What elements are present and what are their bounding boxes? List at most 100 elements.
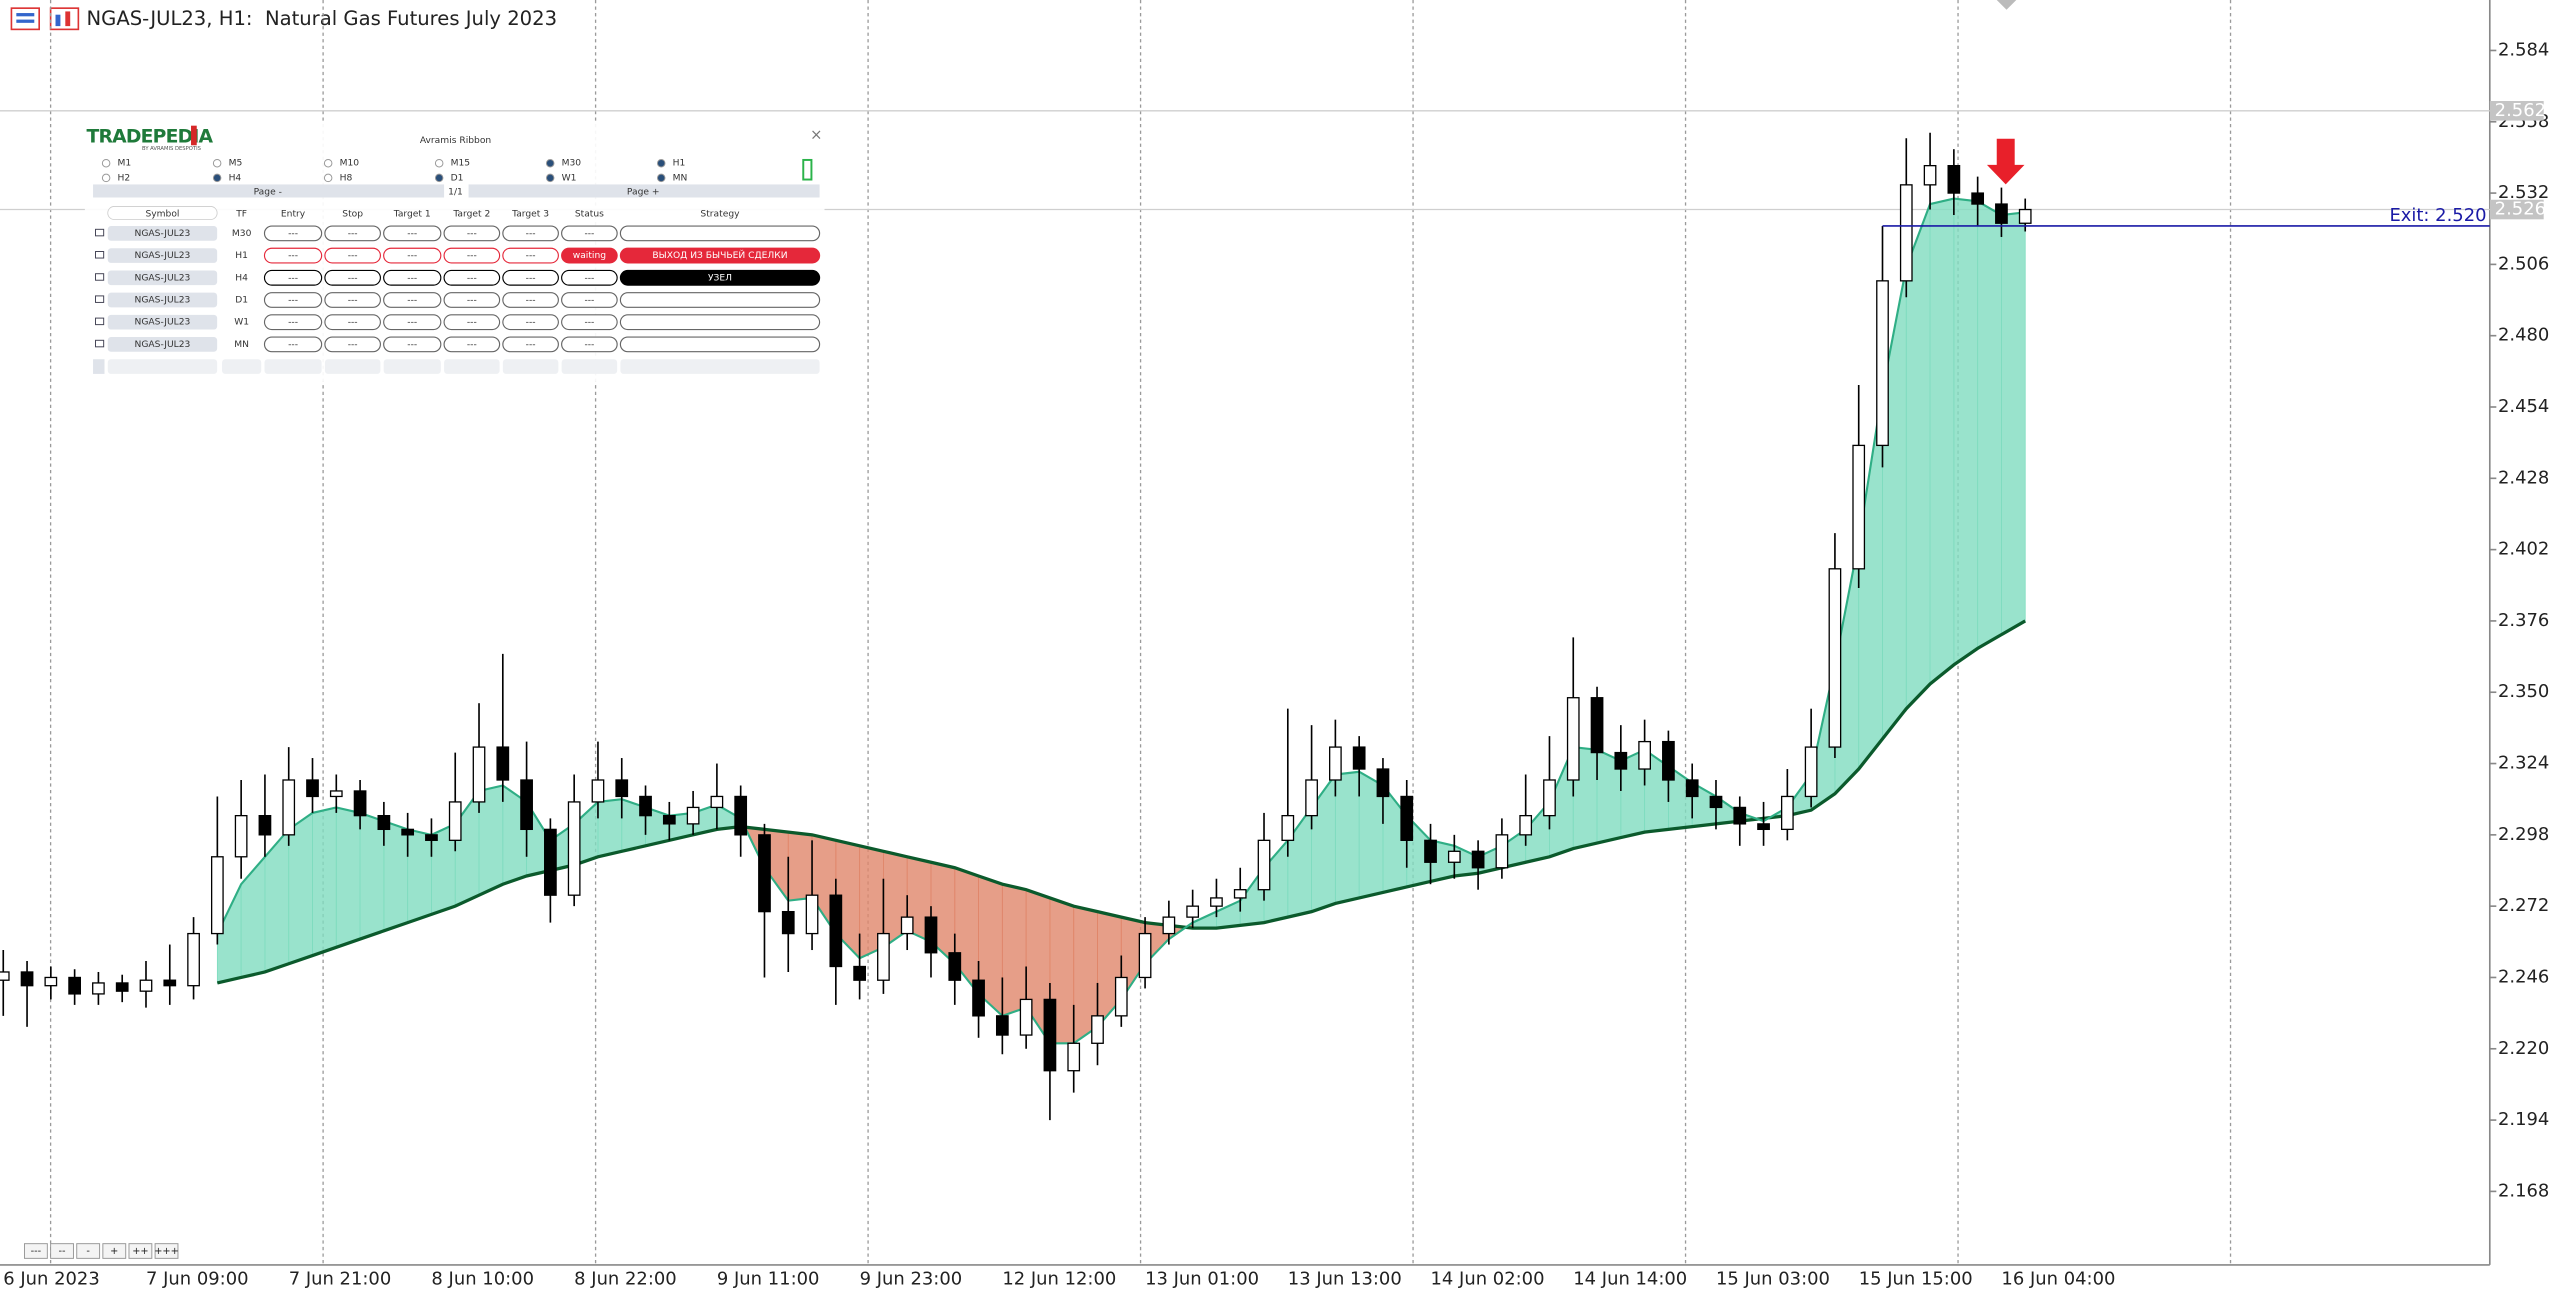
value-cell bbox=[502, 269, 559, 286]
timeframe-label[interactable]: D1 bbox=[451, 173, 464, 183]
timeframe-radio[interactable] bbox=[434, 173, 444, 183]
timeframe-radio[interactable] bbox=[212, 158, 222, 168]
empty-cell bbox=[561, 359, 618, 374]
timeframe-label[interactable]: H2 bbox=[118, 173, 131, 183]
y-tick-label: 2.220 bbox=[2498, 1038, 2549, 1059]
icon[interactable] bbox=[49, 7, 80, 31]
value-cell bbox=[383, 314, 442, 331]
candle-layer bbox=[0, 132, 2032, 1121]
strategy-cell bbox=[619, 314, 821, 331]
zoom-button[interactable] bbox=[154, 1243, 179, 1259]
candle-body bbox=[234, 814, 248, 858]
y-tick-label: 2.376 bbox=[2498, 610, 2549, 631]
panel-logo: TRADEPEDIA bbox=[87, 127, 214, 148]
candle-body bbox=[591, 779, 605, 803]
value-cell bbox=[383, 292, 442, 308]
icon[interactable] bbox=[10, 7, 40, 31]
candle-body bbox=[1186, 905, 1200, 918]
candle-body bbox=[1899, 184, 1913, 282]
row-icon[interactable] bbox=[95, 295, 105, 303]
value-text: --- bbox=[467, 340, 477, 350]
candle-body bbox=[1067, 1042, 1081, 1072]
zoom-button-label[interactable]: +++ bbox=[154, 1246, 179, 1257]
zoom-button[interactable] bbox=[50, 1243, 74, 1259]
value-cell bbox=[502, 292, 559, 308]
timeframe-label[interactable]: H8 bbox=[340, 173, 353, 183]
symbol-cell bbox=[107, 337, 218, 352]
x-tick-label: 16 Jun 04:00 bbox=[2001, 1269, 2115, 1290]
page-prev-label[interactable]: Page - bbox=[254, 187, 282, 197]
value-text: --- bbox=[407, 273, 417, 283]
value-cell bbox=[443, 225, 501, 242]
value-text: --- bbox=[407, 229, 417, 239]
zoom-button[interactable] bbox=[128, 1243, 153, 1259]
timeframe-radio[interactable] bbox=[323, 173, 333, 183]
value-text: --- bbox=[467, 273, 477, 283]
value-cell bbox=[383, 225, 442, 242]
timeframe-radio[interactable] bbox=[101, 158, 111, 168]
y-tick-label: 2.506 bbox=[2498, 253, 2549, 274]
zoom-button-label[interactable]: -- bbox=[59, 1246, 67, 1257]
value-text: --- bbox=[584, 340, 594, 350]
row-icon[interactable] bbox=[95, 273, 105, 281]
timeframe-radio[interactable] bbox=[545, 173, 555, 183]
timeframe-label[interactable]: M30 bbox=[562, 159, 582, 169]
value-text: --- bbox=[288, 295, 298, 305]
panel-close[interactable]: × bbox=[810, 126, 822, 143]
strategy-text: УЗЕЛ bbox=[708, 273, 732, 283]
row-icon[interactable] bbox=[95, 228, 105, 237]
zoom-button-label[interactable]: --- bbox=[31, 1246, 42, 1257]
page-next-button[interactable] bbox=[468, 184, 820, 198]
value-text: --- bbox=[526, 229, 536, 239]
candle-body bbox=[995, 1015, 1009, 1036]
timeframe-label[interactable]: M10 bbox=[340, 159, 360, 169]
zoom-button[interactable] bbox=[76, 1243, 101, 1259]
page-prev-button[interactable] bbox=[93, 184, 445, 198]
zoom-button-label[interactable]: + bbox=[110, 1246, 118, 1257]
timeframe-radio[interactable] bbox=[212, 173, 222, 183]
candle-body bbox=[329, 790, 343, 798]
x-tick-label: 8 Jun 22:00 bbox=[574, 1269, 677, 1290]
zoom-button-label[interactable]: - bbox=[86, 1246, 90, 1257]
timeframe-radio[interactable] bbox=[434, 158, 444, 168]
candle-body bbox=[1376, 768, 1390, 798]
zoom-button[interactable] bbox=[102, 1243, 127, 1259]
zoom-button-label[interactable]: ++ bbox=[132, 1246, 148, 1257]
timeframe-radio[interactable] bbox=[545, 158, 555, 168]
scroll-marker bbox=[1996, 0, 2017, 10]
value-text: --- bbox=[288, 273, 298, 283]
timeframe-label[interactable]: M5 bbox=[229, 159, 243, 169]
value-text: --- bbox=[584, 229, 594, 239]
panel-toggle[interactable] bbox=[802, 158, 813, 181]
empty-cell bbox=[222, 359, 262, 374]
value-text: --- bbox=[348, 273, 358, 283]
chart-title: NGAS-JUL23, H1: Natural Gas Futures July… bbox=[87, 7, 558, 30]
timeframe-label[interactable]: M15 bbox=[451, 159, 471, 169]
row-icon[interactable] bbox=[95, 339, 105, 348]
timeframe-label[interactable]: H4 bbox=[229, 173, 242, 183]
candle-body bbox=[68, 976, 81, 995]
y-tick-label: 2.402 bbox=[2498, 539, 2549, 560]
timeframe-label[interactable]: W1 bbox=[562, 173, 577, 183]
value-text: waiting bbox=[573, 251, 606, 261]
timeframe-radio[interactable] bbox=[656, 173, 666, 183]
ribbon-segment bbox=[383, 820, 409, 932]
column-header: Target 3 bbox=[511, 209, 549, 219]
x-tick-label: 9 Jun 23:00 bbox=[860, 1269, 963, 1290]
page-next-label[interactable]: Page + bbox=[627, 187, 660, 197]
empty-cell bbox=[107, 359, 218, 374]
timeframe-radio[interactable] bbox=[101, 173, 111, 183]
timeframe-label[interactable]: M1 bbox=[118, 159, 132, 169]
value-cell bbox=[443, 247, 501, 264]
timeframe-radio[interactable] bbox=[323, 158, 333, 168]
row-icon[interactable] bbox=[95, 251, 105, 259]
timeframe-radio[interactable] bbox=[656, 158, 666, 168]
zoom-button[interactable] bbox=[24, 1243, 48, 1259]
candle-body bbox=[829, 894, 843, 968]
timeframe-label[interactable]: H1 bbox=[673, 159, 686, 169]
value-text: --- bbox=[348, 318, 358, 328]
row-icon[interactable] bbox=[95, 317, 105, 326]
y-tick-label: 2.168 bbox=[2498, 1180, 2549, 1201]
timeframe-label[interactable]: MN bbox=[673, 173, 688, 183]
candle-body bbox=[1995, 203, 2008, 224]
